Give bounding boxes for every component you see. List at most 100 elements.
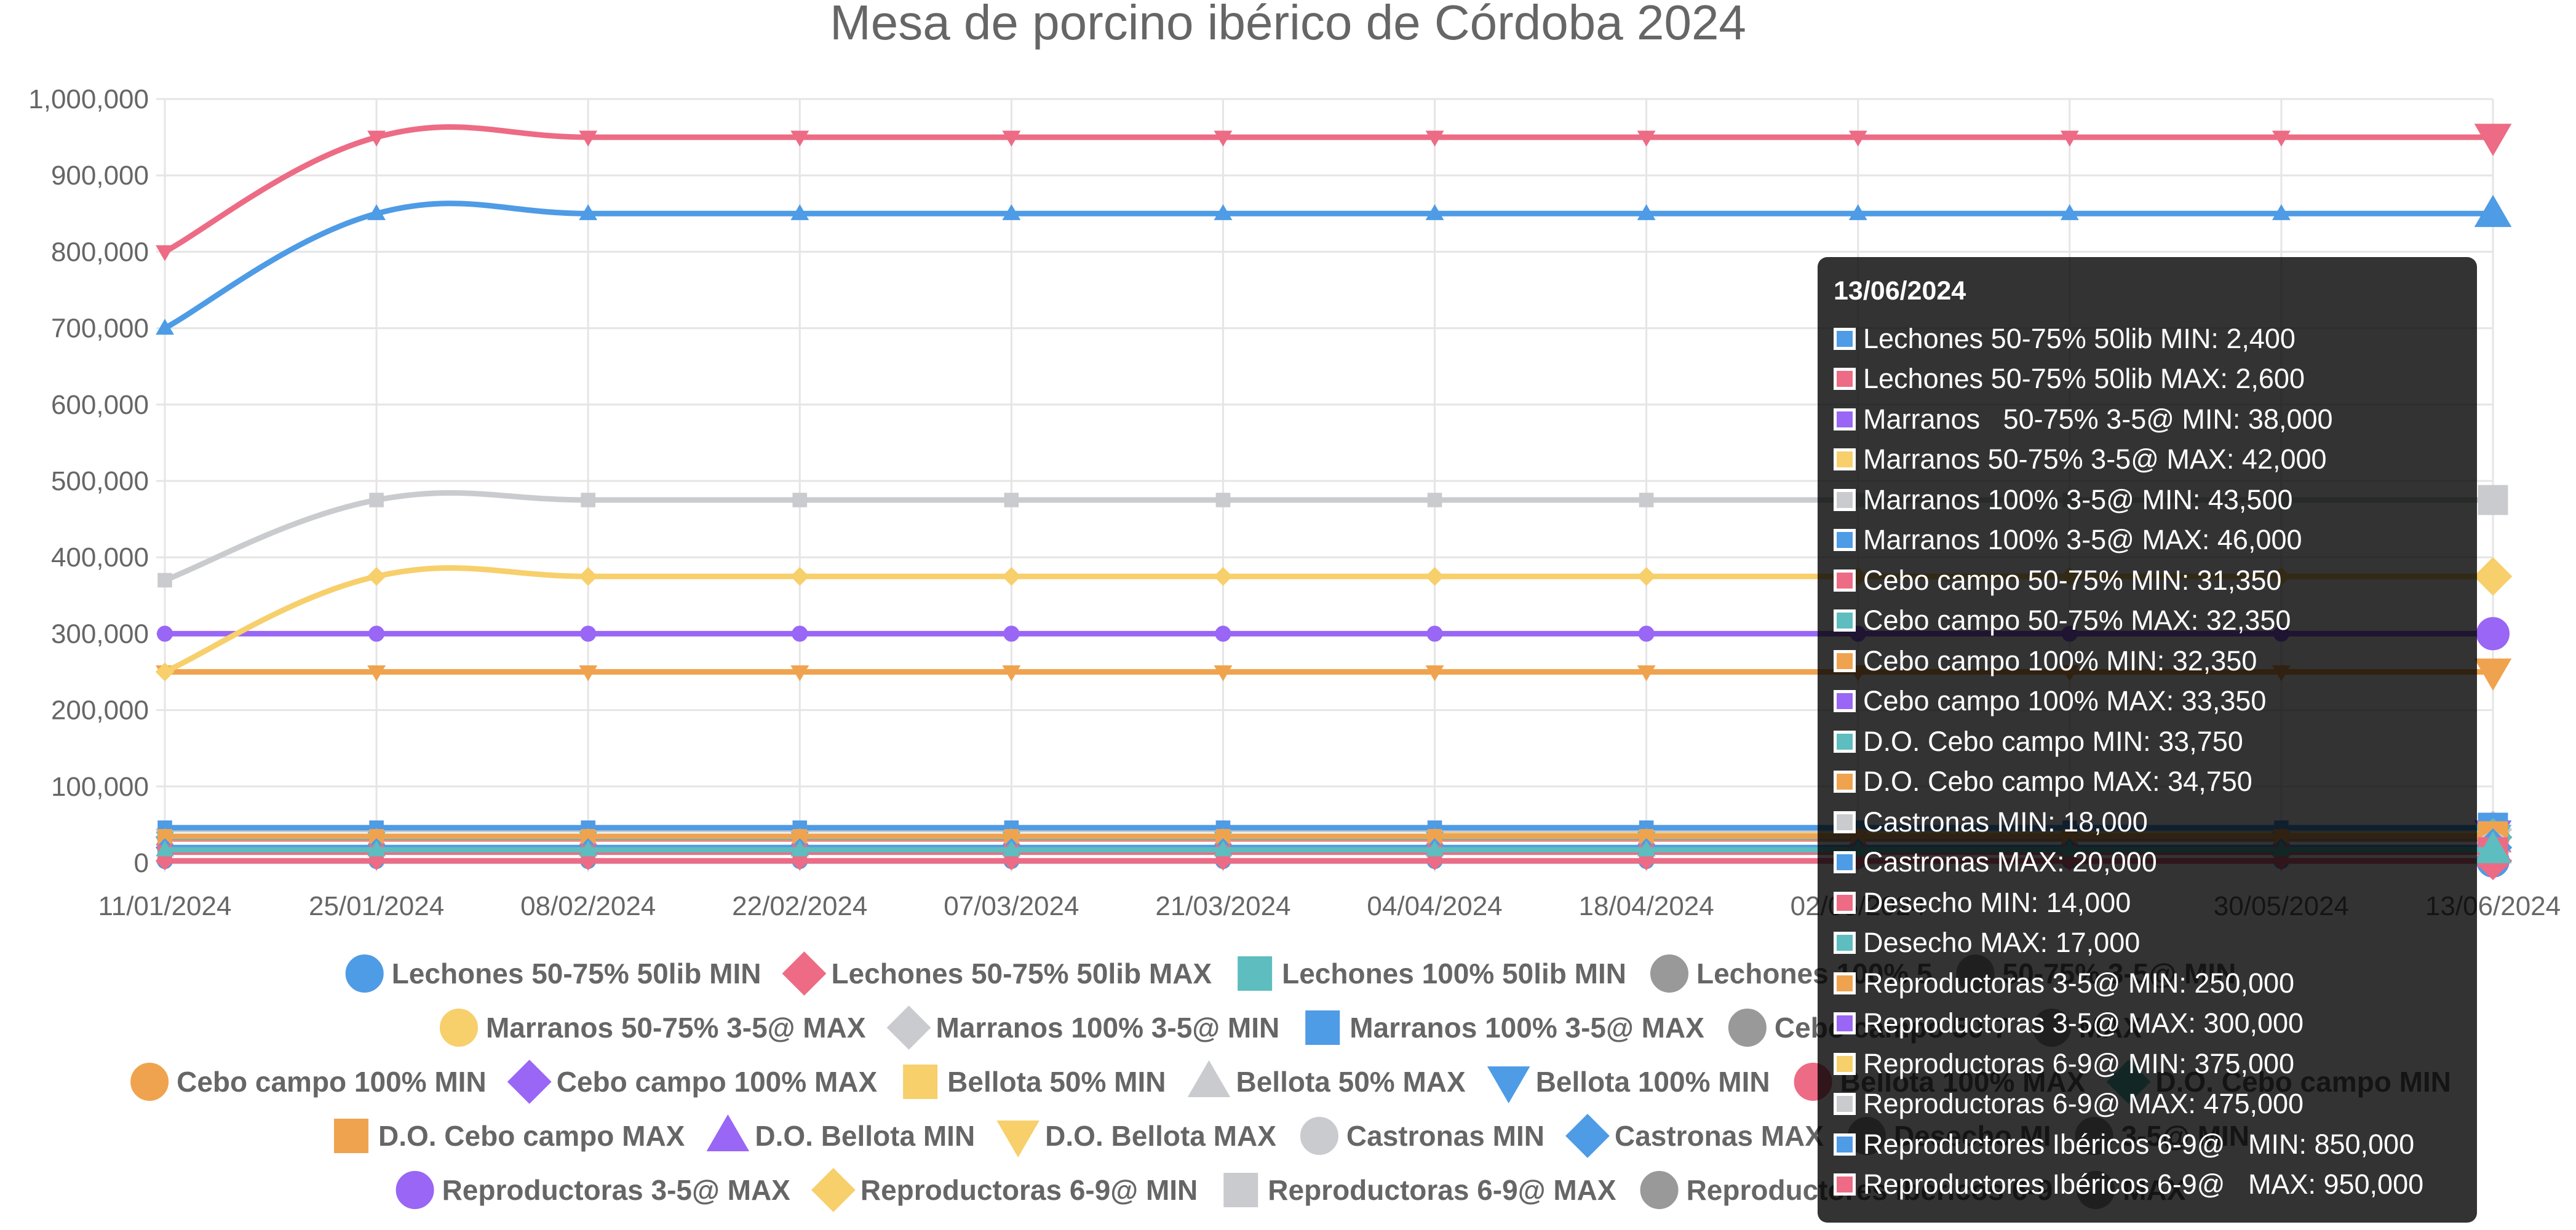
x-tick-label: 11/01/2024 [98, 891, 232, 921]
data-point [156, 840, 174, 857]
data-point [1637, 840, 1656, 857]
legend-label[interactable]: D.O. Bellota MIN [755, 1120, 975, 1152]
tooltip-item: Lechones 50-75% 50lib MIN: 2,400 [1834, 319, 2461, 359]
legend-label[interactable]: D.O. Cebo campo MAX [378, 1120, 685, 1152]
data-point [579, 665, 598, 681]
data-point [1214, 130, 1233, 147]
data-point [2478, 485, 2508, 515]
tooltip-item-label: Reproductoras 6-9@ MAX: 475,000 [1863, 1088, 2304, 1120]
tooltip-swatch [1834, 932, 1856, 954]
legend-label[interactable]: Reproductoras 3-5@ MAX [442, 1174, 791, 1206]
x-tick-label: 18/04/2024 [1579, 891, 1714, 921]
data-point [1425, 130, 1444, 147]
legend-label[interactable]: Reproductoras 6-9@ MIN [861, 1174, 1198, 1206]
legend-label[interactable]: Lechones 50-75% 50lib MAX [831, 958, 1212, 990]
x-tick-label: 22/02/2024 [732, 891, 867, 921]
data-point [1214, 840, 1233, 857]
tooltip-swatch [1834, 730, 1856, 753]
legend-label[interactable]: Castronas MAX [1615, 1120, 1824, 1152]
tooltip-item: D.O. Cebo campo MAX: 34,750 [1834, 762, 2461, 803]
data-point [1427, 493, 1442, 507]
tooltip-title: 13/06/2024 [1834, 276, 1966, 306]
legend-label[interactable]: Marranos 100% 3-5@ MAX [1350, 1012, 1704, 1044]
tooltip-item: Cebo campo 100% MIN: 32,350 [1834, 641, 2461, 681]
tooltip-item-label: Marranos 100% 3-5@ MAX: 46,000 [1863, 524, 2302, 556]
tooltip-item-label: Castronas MIN: 18,000 [1863, 806, 2148, 838]
legend-marker [1650, 954, 1688, 993]
legend-marker [439, 1009, 478, 1047]
data-point [2473, 557, 2513, 596]
tooltip-item: Cebo campo 50-75% MIN: 31,350 [1834, 560, 2461, 601]
series-28 [156, 194, 2512, 335]
legend-label[interactable]: Bellota 50% MAX [1236, 1066, 1466, 1098]
y-tick-label: 600,000 [51, 390, 149, 420]
tooltip-item-label: Marranos 50-75% 3-5@ MAX: 42,000 [1863, 443, 2327, 475]
tooltip: 13/06/2024 Lechones 50-75% 50lib MIN: 2,… [1818, 257, 2477, 1223]
tooltip-swatch [1834, 327, 1856, 350]
y-tick-label: 700,000 [51, 314, 149, 344]
data-point [1425, 665, 1444, 681]
y-tick-label: 400,000 [51, 542, 149, 573]
legend-label[interactable]: Reproductoras 6-9@ MAX [1268, 1174, 1616, 1206]
legend-marker [1640, 1171, 1679, 1209]
tooltip-item: Marranos 100% 3-5@ MIN: 43,500 [1834, 480, 2461, 520]
legend-marker [1728, 1009, 1767, 1047]
tooltip-swatch [1834, 368, 1856, 391]
data-point [1215, 493, 1231, 507]
data-point [790, 130, 809, 147]
tooltip-item-label: Cebo campo 50-75% MIN: 31,350 [1863, 564, 2282, 596]
tooltip-item: Lechones 50-75% 50lib MAX: 2,600 [1834, 359, 2461, 400]
tooltip-item-label: Reproductores Ibéricos 6-9@ MIN: 850,000 [1863, 1128, 2415, 1160]
legend-label[interactable]: Marranos 100% 3-5@ MIN [936, 1012, 1280, 1044]
data-point [1425, 567, 1444, 586]
tooltip-item-label: D.O. Cebo campo MAX: 34,750 [1863, 766, 2252, 798]
tooltip-rows: Lechones 50-75% 50lib MIN: 2,400 Lechones… [1834, 319, 2461, 1205]
data-point [580, 625, 597, 642]
data-point [367, 567, 386, 586]
legend-label[interactable]: Cebo campo 100% MIN [177, 1066, 487, 1098]
data-point [1425, 840, 1444, 857]
data-point [1214, 665, 1233, 681]
x-tick-label: 04/04/2024 [1367, 891, 1502, 921]
legend-label[interactable]: Castronas MIN [1346, 1120, 1544, 1152]
tooltip-item-label: Marranos 50-75% 3-5@ MIN: 38,000 [1863, 403, 2333, 435]
legend-label[interactable]: Bellota 100% MIN [1536, 1066, 1770, 1098]
tooltip-swatch [1834, 851, 1856, 874]
data-point [1637, 130, 1656, 147]
legend-marker [1305, 1010, 1340, 1045]
tooltip-swatch [1834, 408, 1856, 430]
tooltip-item: Marranos 50-75% 3-5@ MIN: 38,000 [1834, 399, 2461, 440]
legend-marker [996, 1121, 1040, 1157]
legend-marker [1487, 1066, 1530, 1103]
legend-label[interactable]: Marranos 50-75% 3-5@ MAX [486, 1012, 866, 1044]
legend-label[interactable]: Cebo campo 100% MAX [557, 1066, 878, 1098]
tooltip-swatch [1834, 891, 1856, 914]
tooltip-swatch [1834, 488, 1856, 511]
data-point [581, 493, 595, 507]
legend-label[interactable]: D.O. Bellota MAX [1045, 1120, 1276, 1152]
series-29 [156, 124, 2512, 261]
y-tick-label: 0 [134, 848, 149, 878]
data-point [1637, 665, 1656, 681]
data-point [2476, 617, 2510, 651]
series-line [163, 200, 2493, 331]
tooltip-item-label: Lechones 50-75% 50lib MIN: 2,400 [1863, 322, 2296, 354]
y-tick-label: 800,000 [51, 237, 149, 267]
tooltip-item: Castronas MAX: 20,000 [1834, 843, 2461, 883]
y-tick-label: 100,000 [51, 772, 149, 802]
data-point [790, 665, 809, 681]
legend-label[interactable]: Bellota 50% MIN [947, 1066, 1166, 1098]
tooltip-swatch [1834, 569, 1856, 592]
data-point [1215, 625, 1231, 642]
tooltip-swatch [1834, 811, 1856, 833]
data-point [579, 840, 598, 857]
legend-label[interactable]: Lechones 100% 50lib MIN [1282, 958, 1626, 990]
tooltip-item: Reproductoras 3-5@ MAX: 300,000 [1834, 1004, 2461, 1044]
legend-label[interactable]: Lechones 50-75% 50lib MIN [392, 958, 761, 990]
data-point [1002, 567, 1021, 586]
data-point [157, 625, 173, 642]
data-point [1425, 204, 1444, 220]
tooltip-swatch [1834, 690, 1856, 713]
tooltip-item-label: Marranos 100% 3-5@ MIN: 43,500 [1863, 483, 2293, 515]
x-tick-label: 25/01/2024 [309, 891, 444, 921]
